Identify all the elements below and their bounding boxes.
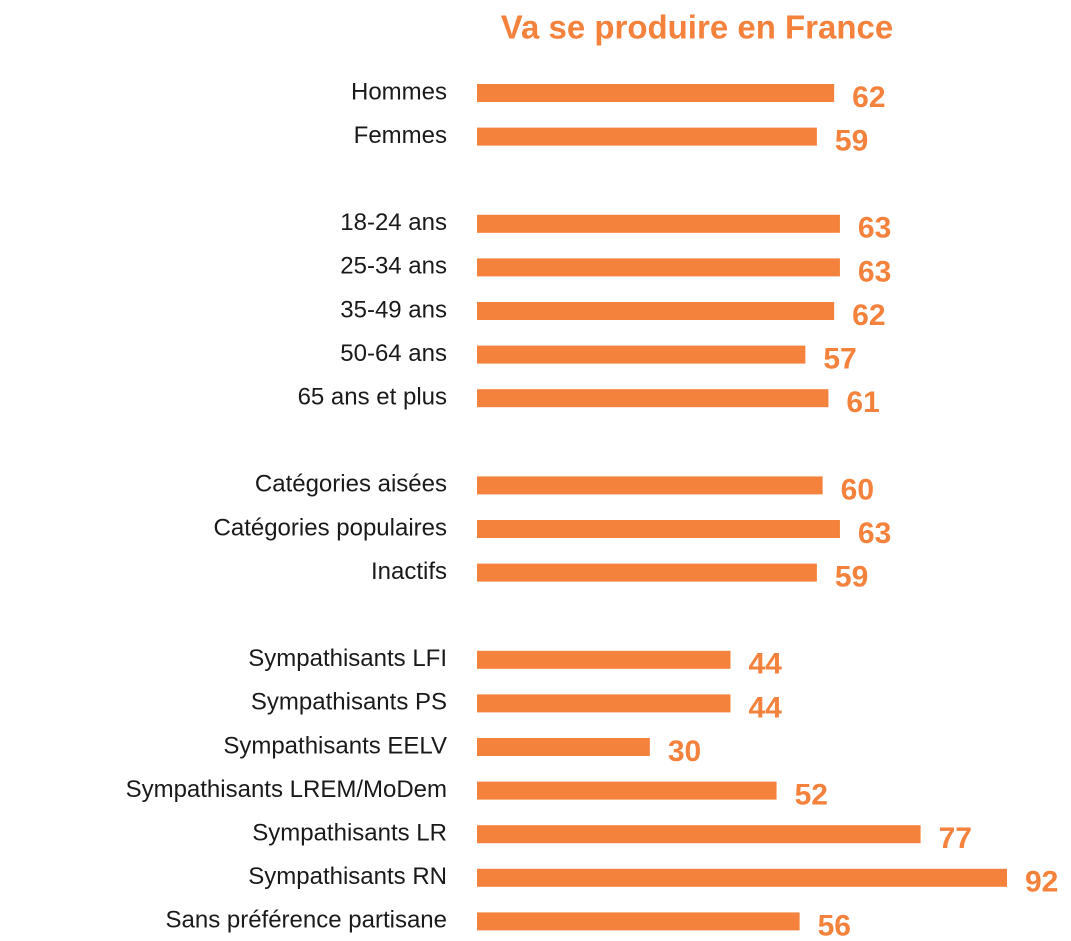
bar — [477, 563, 817, 582]
category-label: Sympathisants EELV — [223, 732, 447, 759]
bar — [477, 738, 650, 756]
category-label: Sympathisants LFI — [248, 645, 447, 672]
bar — [477, 214, 840, 233]
value-label: 56 — [818, 909, 851, 941]
value-label: 44 — [748, 648, 782, 681]
value-label: 60 — [841, 473, 874, 506]
value-label: 62 — [852, 299, 885, 332]
bar — [477, 476, 823, 495]
category-label: Sympathisants RN — [248, 863, 447, 890]
bar — [477, 520, 840, 538]
category-label: 35-49 ans — [340, 296, 447, 323]
category-label: Sympathisants LR — [252, 820, 447, 847]
bar — [477, 127, 817, 146]
bar — [477, 868, 1007, 887]
category-label: Catégories populaires — [214, 514, 447, 541]
category-label: 65 ans et plus — [298, 384, 447, 411]
value-label: 59 — [835, 125, 868, 158]
value-label: 63 — [858, 517, 891, 550]
value-label: 57 — [823, 343, 856, 376]
value-label: 63 — [858, 212, 891, 245]
value-label: 59 — [835, 561, 868, 594]
value-label: 77 — [939, 822, 972, 855]
value-label: 63 — [858, 255, 891, 288]
bar — [477, 912, 800, 931]
bar — [477, 694, 731, 713]
value-label: 52 — [795, 779, 828, 812]
bar — [477, 650, 731, 669]
category-label: Sympathisants LREM/MoDem — [126, 776, 447, 803]
bar — [477, 389, 829, 408]
value-label: 61 — [846, 386, 879, 419]
value-label: 62 — [852, 81, 885, 114]
category-label: Inactifs — [371, 558, 447, 585]
category-label: 18-24 ans — [340, 209, 447, 236]
bar — [477, 302, 835, 320]
bar — [477, 825, 921, 844]
bar — [477, 781, 777, 800]
bar — [477, 345, 806, 364]
bar — [477, 258, 840, 277]
category-label: 50-64 ans — [340, 340, 447, 367]
bar — [477, 84, 835, 102]
category-label: Femmes — [354, 122, 447, 149]
value-label: 44 — [748, 691, 782, 724]
chart-title: Va se produire en France — [501, 9, 894, 46]
category-label: Hommes — [351, 78, 447, 105]
category-label: Catégories aisées — [255, 471, 447, 498]
category-label: 25-34 ans — [340, 253, 447, 280]
category-label: Sympathisants PS — [251, 689, 447, 716]
value-label: 30 — [668, 735, 701, 768]
category-label: Sans préférence partisane — [165, 907, 447, 934]
value-label: 92 — [1025, 866, 1058, 899]
